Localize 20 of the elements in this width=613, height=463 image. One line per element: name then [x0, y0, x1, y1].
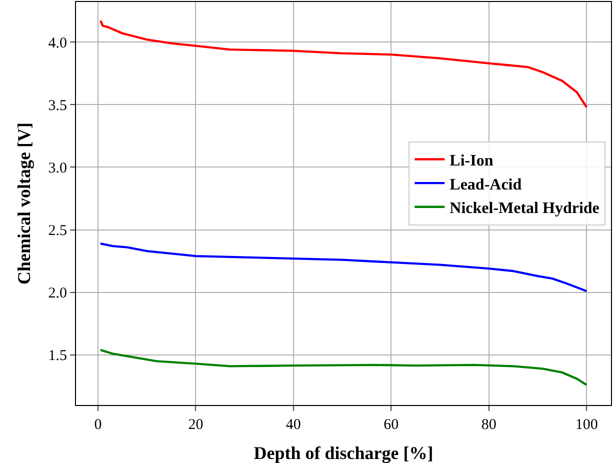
line-series — [99, 242, 588, 292]
y-axis-title: Chemical voltage [V] — [14, 122, 34, 284]
line-series — [99, 348, 588, 386]
y-tick-label: 3.5 — [48, 98, 67, 114]
x-tick-label: 40 — [286, 417, 301, 433]
legend-label: Lead-Acid — [450, 176, 522, 194]
x-tick-label: 80 — [481, 417, 496, 433]
y-tick-label: 2.5 — [48, 223, 67, 240]
x-tick-label: 100 — [575, 417, 598, 433]
y-tick-label: 4.0 — [48, 35, 67, 52]
y-tick-label: 3.0 — [48, 160, 67, 176]
y-tick-label: 1.5 — [48, 348, 67, 364]
x-tick-label: 20 — [188, 417, 204, 433]
y-tick-label: 2.0 — [48, 286, 67, 302]
legend-label: Li-Ion — [450, 152, 494, 170]
x-tick-label: 60 — [384, 417, 399, 433]
x-tick-label: 0 — [94, 417, 102, 433]
x-axis-title: Depth of discharge [%] — [254, 443, 434, 463]
legend-label: Nickel-Metal Hydride — [450, 200, 600, 218]
line-series — [99, 20, 588, 108]
